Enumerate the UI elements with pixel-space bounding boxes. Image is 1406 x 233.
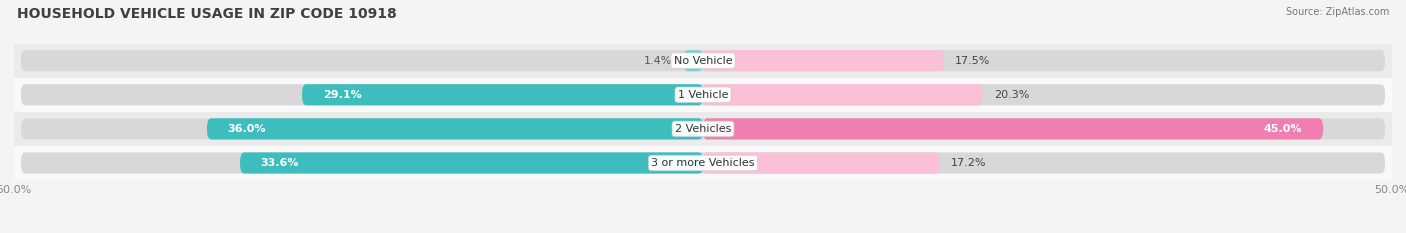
FancyBboxPatch shape: [21, 84, 1385, 105]
Bar: [14, 112, 1392, 146]
Text: HOUSEHOLD VEHICLE USAGE IN ZIP CODE 10918: HOUSEHOLD VEHICLE USAGE IN ZIP CODE 1091…: [17, 7, 396, 21]
Text: 17.2%: 17.2%: [950, 158, 987, 168]
Text: 2 Vehicles: 2 Vehicles: [675, 124, 731, 134]
Text: 45.0%: 45.0%: [1264, 124, 1302, 134]
FancyBboxPatch shape: [703, 118, 1323, 140]
Text: 33.6%: 33.6%: [260, 158, 299, 168]
FancyBboxPatch shape: [703, 152, 941, 174]
FancyBboxPatch shape: [21, 152, 1385, 174]
Text: Source: ZipAtlas.com: Source: ZipAtlas.com: [1285, 7, 1389, 17]
Text: No Vehicle: No Vehicle: [673, 56, 733, 66]
FancyBboxPatch shape: [240, 152, 703, 174]
FancyBboxPatch shape: [21, 118, 1385, 140]
Bar: [14, 44, 1392, 78]
FancyBboxPatch shape: [21, 50, 1385, 71]
FancyBboxPatch shape: [683, 50, 703, 71]
Text: 20.3%: 20.3%: [994, 90, 1029, 100]
Text: 3 or more Vehicles: 3 or more Vehicles: [651, 158, 755, 168]
FancyBboxPatch shape: [302, 84, 703, 105]
FancyBboxPatch shape: [703, 84, 983, 105]
Bar: [14, 146, 1392, 180]
FancyBboxPatch shape: [207, 118, 703, 140]
Text: 1.4%: 1.4%: [644, 56, 672, 66]
FancyBboxPatch shape: [703, 50, 945, 71]
Legend: Owner-occupied, Renter-occupied: Owner-occupied, Renter-occupied: [586, 230, 820, 233]
Text: 29.1%: 29.1%: [323, 90, 361, 100]
Text: 36.0%: 36.0%: [228, 124, 266, 134]
Text: 1 Vehicle: 1 Vehicle: [678, 90, 728, 100]
Text: 17.5%: 17.5%: [955, 56, 991, 66]
Bar: [14, 78, 1392, 112]
